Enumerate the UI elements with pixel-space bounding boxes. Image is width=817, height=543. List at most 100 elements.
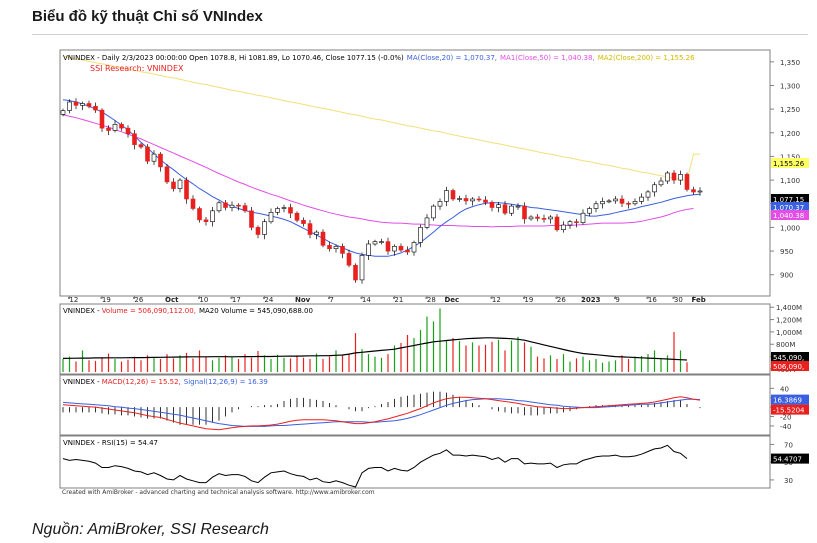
candle [145,144,150,165]
date-tick-label: Oct [165,296,179,304]
macd-tick-label: -20 [780,414,791,422]
candle-body [320,231,326,246]
candle [437,198,443,210]
candle [554,214,560,232]
macd-header-signal: Signal(12,26,9) = 16.39 [184,378,268,386]
volume-last-label: 506,090, [773,363,804,371]
candle [86,100,92,109]
candle-body [353,264,358,281]
candle [457,195,462,202]
rsi-header: VNINDEX - RSI(15) = 54.47 [63,439,158,447]
candle [658,177,664,187]
candle-body [210,210,215,223]
candle-body [301,220,306,224]
macd-signal-line [62,398,701,427]
candle [652,181,657,197]
candle [424,214,430,230]
date-tick-label: '10 [198,296,209,304]
candle [385,237,391,255]
candle-body [398,246,404,251]
candle [60,108,66,117]
price-tick-label: 900 [780,272,793,280]
date-tick-label: '21 [393,296,404,304]
macd-hist-last-label-bg [771,404,809,415]
candle-body [645,191,651,198]
candle [268,208,274,224]
price-header-ma20: MA(Close,20) = 1,070.37, [407,54,497,62]
candle-body [619,198,625,204]
candle [541,214,547,223]
candle-body [242,205,248,212]
volume-tick-label: 1,000M [776,329,802,337]
candle [489,200,495,212]
candle-body [548,216,553,220]
candle-body [151,153,157,162]
candle-body [424,217,430,228]
candle [613,196,618,204]
ma50-last-label: 1,040.38 [773,212,804,220]
candle-body [483,199,488,203]
candle [496,201,501,213]
candle-body [80,103,85,106]
candle-body [359,255,365,281]
candle-body [223,202,228,208]
candle [112,120,118,133]
macd-tick-label: 40 [780,385,789,393]
price-tick-label: 1,300 [780,82,800,90]
candle [314,230,319,240]
candle-body [125,127,131,135]
date-tick-label: '16 [646,296,657,304]
candle [359,252,365,284]
source-note: Nguồn: AmiBroker, SSI Research [32,521,269,538]
candle [216,200,222,213]
volume-ma20-line [62,337,688,361]
candle-body [450,190,456,200]
date-tick-label: Nov [295,296,311,304]
candle-body [580,212,586,223]
candle-body [671,172,677,181]
date-tick-label: '14 [360,296,371,304]
candle-body [216,202,222,212]
candle-body [197,208,202,221]
candle-body [606,200,612,203]
candle-body [249,210,254,228]
candle [600,197,605,209]
date-tick-label: '19 [100,296,111,304]
price-tick-label: 1,100 [780,177,800,185]
candle-body [385,241,391,252]
candle [639,193,644,205]
candle [671,170,677,184]
candle [561,221,566,233]
candle [450,188,456,201]
ma20-last-label-bg [771,202,809,212]
candle-body [522,205,527,220]
candle [444,186,449,207]
candle [405,246,410,255]
rsi-tick-label: 30 [784,477,793,485]
candle [106,125,111,136]
candle [80,101,85,111]
date-tick-label: 2023 [581,296,601,304]
candle-body [190,198,196,209]
candle-body [632,201,638,205]
candle [522,202,527,224]
candle-body [119,124,124,129]
candle-body [177,179,183,189]
candle-body [171,181,176,189]
candle [632,198,638,206]
candle-body [86,103,92,107]
volume-tick-label: 1,400M [776,304,802,312]
ma20-last-label: 1,070.37 [773,204,804,212]
candle-body [613,198,618,202]
price-last-labels: 1,155.26 1,077.151,070.371,040.38 [771,158,809,220]
candle [353,263,358,283]
ma50-line [62,114,694,228]
candle-body [515,205,521,208]
rsi-tick-label: 70 [784,441,793,449]
candle [528,215,534,221]
candle [431,204,436,221]
candle-body [73,101,79,106]
candle-body [652,184,657,193]
candle [301,217,306,227]
candle [197,206,202,223]
